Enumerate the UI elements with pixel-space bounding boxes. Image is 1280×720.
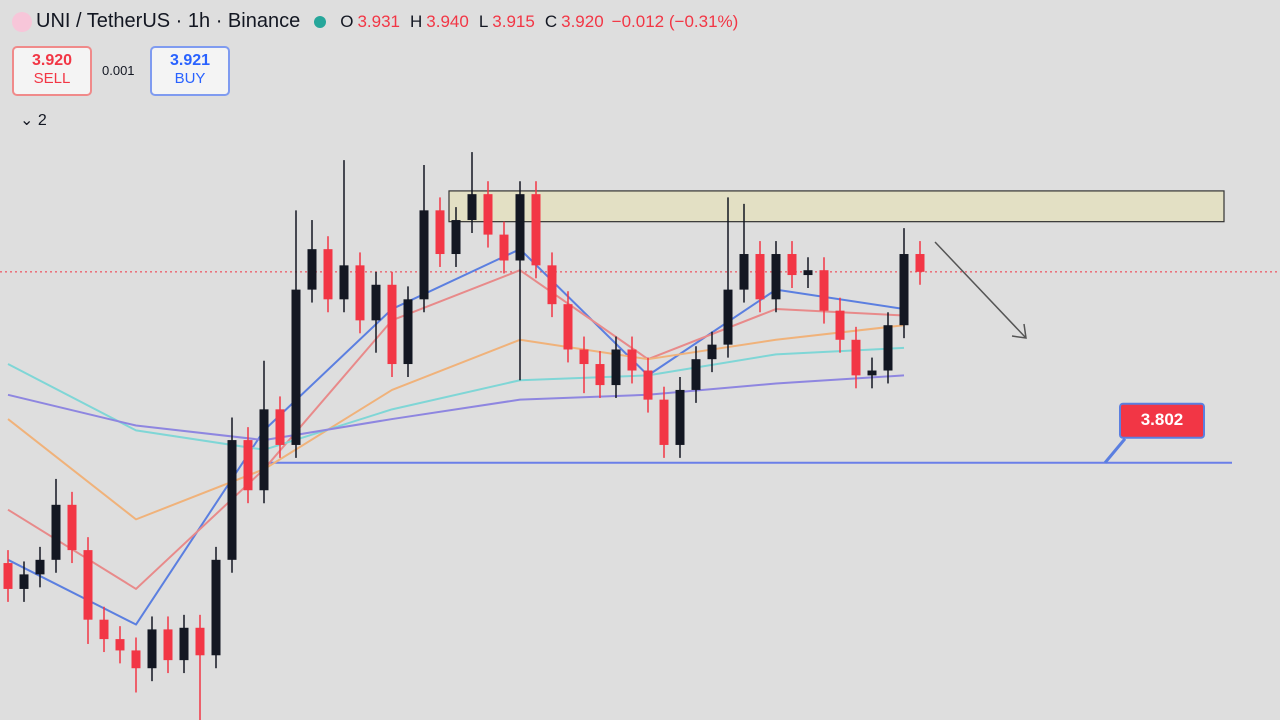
candle-body bbox=[499, 234, 509, 261]
candle-body bbox=[451, 220, 461, 255]
level-label-box bbox=[1119, 402, 1205, 439]
sell-price: 3.920 bbox=[31, 52, 73, 69]
candle-body bbox=[419, 210, 429, 300]
level-label: 3.802 bbox=[1141, 410, 1184, 429]
h-label: H bbox=[409, 11, 423, 31]
candle-body bbox=[771, 254, 781, 300]
candle-body bbox=[3, 563, 13, 589]
candle-body bbox=[35, 559, 45, 575]
high: 3.940 bbox=[426, 11, 469, 31]
candle-body bbox=[643, 370, 653, 400]
moving-average bbox=[7, 269, 905, 590]
candle-body bbox=[19, 574, 29, 589]
indicators-count: 2 bbox=[37, 112, 47, 129]
candle-body bbox=[723, 289, 733, 345]
low: 3.915 bbox=[492, 11, 535, 31]
close: 3.920 bbox=[561, 11, 604, 31]
arrow-head bbox=[1011, 323, 1027, 339]
candle-body bbox=[755, 254, 765, 300]
spread: 0.001 bbox=[102, 63, 135, 78]
candle-body bbox=[403, 299, 413, 365]
candle-body bbox=[819, 270, 829, 311]
l-label: L bbox=[478, 11, 489, 31]
candle-body bbox=[483, 194, 493, 235]
candle-body bbox=[323, 249, 333, 300]
candle-body bbox=[307, 249, 317, 290]
candle-body bbox=[51, 504, 61, 560]
candle-body bbox=[851, 339, 861, 376]
moving-average bbox=[7, 374, 905, 442]
moving-average bbox=[7, 346, 905, 451]
candle-body bbox=[387, 284, 397, 365]
candle-body bbox=[243, 440, 253, 491]
candle-body bbox=[339, 265, 349, 300]
candle-body bbox=[163, 629, 173, 661]
candle-body bbox=[707, 344, 717, 360]
candle-body bbox=[915, 254, 925, 272]
status-dot bbox=[314, 15, 327, 28]
candle-body bbox=[227, 440, 237, 560]
c-label: C bbox=[544, 11, 558, 31]
candle-body bbox=[371, 284, 381, 321]
candle-body bbox=[179, 627, 189, 661]
candle-body bbox=[739, 254, 749, 290]
candle-body bbox=[99, 619, 109, 640]
moving-average bbox=[7, 248, 905, 626]
candle-body bbox=[803, 270, 813, 276]
buy-button[interactable]: 3.921 BUY bbox=[150, 46, 230, 96]
candle-body bbox=[355, 265, 365, 321]
moving-average bbox=[7, 324, 905, 521]
candle-body bbox=[67, 504, 77, 551]
o-label: O bbox=[340, 11, 354, 31]
candle-body bbox=[211, 559, 221, 656]
candle-body bbox=[547, 265, 557, 305]
indicators-toggle[interactable]: ⌄ 2 bbox=[20, 112, 47, 129]
candle-body bbox=[531, 194, 541, 266]
candle-body bbox=[883, 325, 893, 371]
sell-label: SELL bbox=[33, 70, 71, 87]
sell-button[interactable]: 3.920 SELL bbox=[12, 46, 92, 96]
open: 3.931 bbox=[357, 11, 400, 31]
candle-body bbox=[291, 289, 301, 445]
candle-body bbox=[611, 349, 621, 386]
symbol-header: UNI / TetherUS · 1h · Binance O 3.931 H 3.… bbox=[12, 10, 738, 33]
candle-body bbox=[579, 349, 589, 365]
candle-body bbox=[563, 304, 573, 350]
candle-body bbox=[147, 629, 157, 669]
candle-body bbox=[867, 370, 877, 376]
candle-body bbox=[595, 364, 605, 386]
candle-body bbox=[115, 639, 125, 651]
candle-body bbox=[131, 650, 141, 669]
candle-body bbox=[691, 359, 701, 390]
candle-body bbox=[435, 210, 445, 255]
arrow bbox=[934, 241, 1027, 339]
candle-body bbox=[515, 194, 525, 261]
candle-body bbox=[899, 254, 909, 326]
candle-body bbox=[83, 550, 93, 620]
buy-label: BUY bbox=[174, 70, 206, 87]
change: −0.012 (−0.31%) bbox=[611, 11, 739, 31]
label-pointer bbox=[1103, 437, 1127, 464]
candle-body bbox=[675, 389, 685, 445]
resistance-zone bbox=[448, 190, 1225, 223]
candle-body bbox=[787, 254, 797, 276]
buy-price: 3.921 bbox=[169, 52, 211, 69]
candle-body bbox=[259, 409, 269, 491]
symbol-icon bbox=[12, 11, 32, 32]
candle-body bbox=[195, 627, 205, 656]
candle-body bbox=[275, 409, 285, 445]
candle-body bbox=[835, 310, 845, 340]
symbol[interactable]: UNI / TetherUS · 1h · Binance bbox=[36, 10, 301, 32]
candle-body bbox=[467, 194, 477, 221]
candle-body bbox=[627, 349, 637, 371]
candle-body bbox=[659, 399, 669, 445]
